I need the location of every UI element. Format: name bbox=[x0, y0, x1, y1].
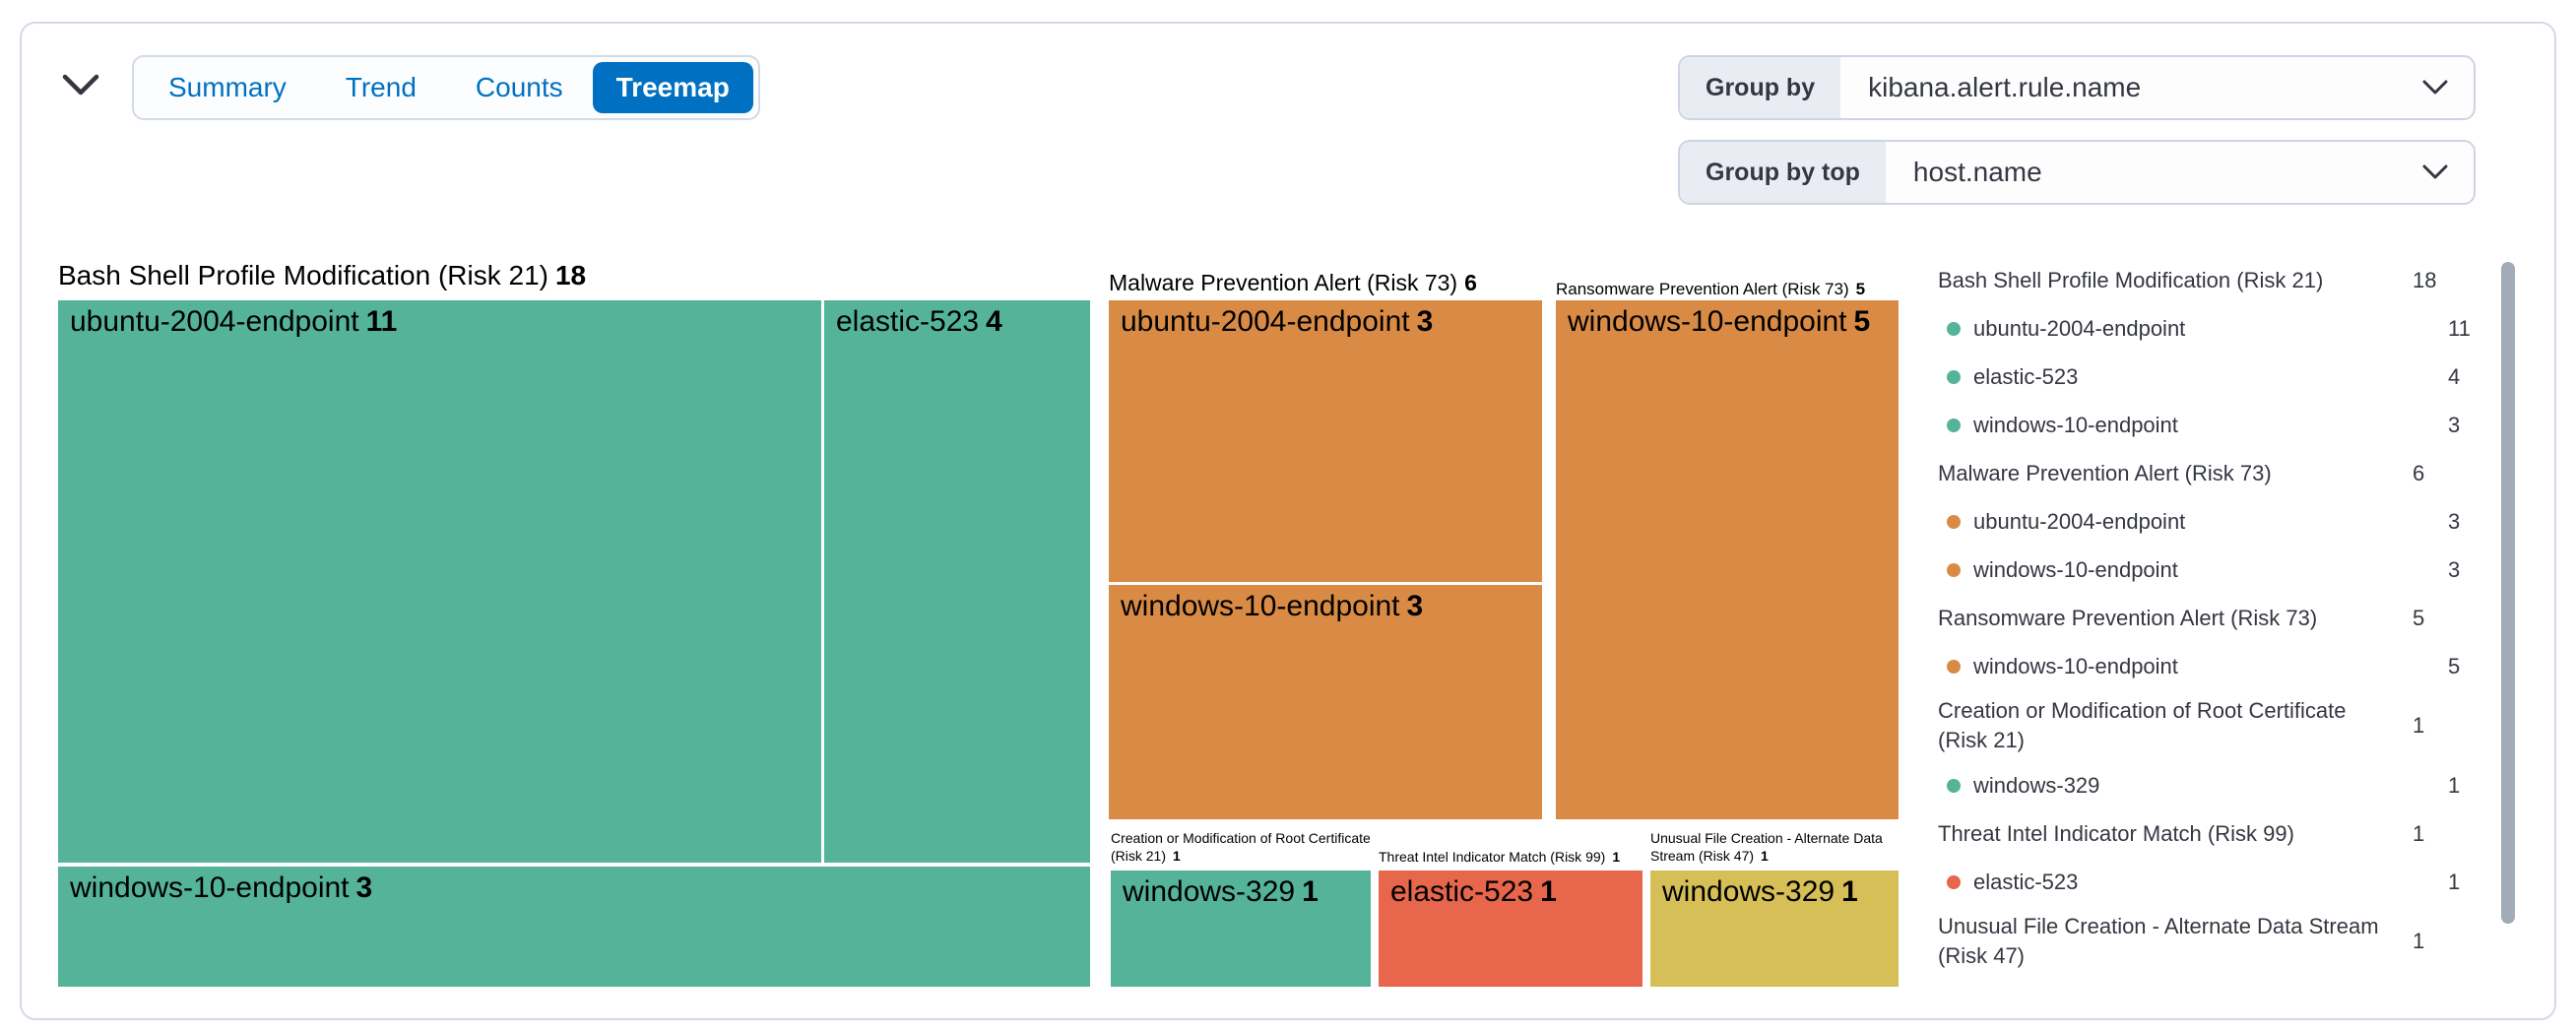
treemap-cell-bash-ubuntu-2004-endpoint[interactable]: ubuntu-2004-endpoint 11 bbox=[58, 300, 821, 863]
group-by-top-prepend-label: Group by top bbox=[1680, 142, 1886, 203]
legend-item-row: windows-10-endpoint 3 bbox=[1938, 546, 2476, 594]
legend-group-row: Malware Prevention Alert (Risk 73) 6 bbox=[1938, 460, 2425, 485]
treemap-group-header: Unusual File Creation - Alternate Data S… bbox=[1650, 830, 1883, 864]
legend-color-dot bbox=[1947, 369, 1961, 384]
treemap-group-header: Bash Shell Profile Modification (Risk 21… bbox=[58, 260, 587, 290]
treemap-cell-root-certificate-windows-329[interactable]: windows-329 1 bbox=[1111, 871, 1371, 987]
legend-group-row: Creation or Modification of Root Certifi… bbox=[1938, 698, 2425, 752]
treemap-cell-bash-elastic-523[interactable]: elastic-523 4 bbox=[824, 300, 1090, 863]
legend-group-row: Ransomware Prevention Alert (Risk 73) 5 bbox=[1938, 605, 2425, 630]
chevron-down-icon bbox=[2422, 142, 2474, 203]
tab-counts[interactable]: Counts bbox=[446, 62, 593, 113]
legend-color-dot bbox=[1947, 321, 1961, 336]
treemap-legend: Bash Shell Profile Modification (Risk 21… bbox=[1938, 256, 2476, 977]
legend-item-row: elastic-523 4 bbox=[1938, 353, 2476, 401]
legend-color-dot bbox=[1947, 659, 1961, 674]
treemap-group-header: Ransomware Prevention Alert (Risk 73) 5 bbox=[1556, 280, 1866, 298]
treemap-cell-threat-intel-elastic-523[interactable]: elastic-523 1 bbox=[1379, 871, 1642, 987]
treemap-cell-malware-ubuntu-2004-endpoint[interactable]: ubuntu-2004-endpoint 3 bbox=[1109, 300, 1542, 582]
treemap-group-header: Threat Intel Indicator Match (Risk 99) 1 bbox=[1379, 849, 1621, 865]
legend-item-row: windows-10-endpoint 3 bbox=[1938, 401, 2476, 449]
group-by-prepend-label: Group by bbox=[1680, 57, 1841, 118]
legend-item-row: elastic-523 1 bbox=[1938, 858, 2476, 906]
tab-treemap[interactable]: Treemap bbox=[592, 62, 753, 113]
group-by-top-selected-value: host.name bbox=[1912, 157, 2042, 187]
group-by-select[interactable]: Group by kibana.alert.rule.name bbox=[1678, 55, 2476, 120]
treemap-cell-bash-windows-10-endpoint[interactable]: windows-10-endpoint 3 bbox=[58, 867, 1090, 987]
alerts-visualization-panel: Summary Trend Counts Treemap Group by ki… bbox=[20, 22, 2556, 1020]
group-by-top-select[interactable]: Group by top host.name bbox=[1678, 140, 2476, 205]
treemap-cell-ransomware-windows-10-endpoint[interactable]: windows-10-endpoint 5 bbox=[1556, 300, 1899, 819]
legend-item-row: ubuntu-2004-endpoint 3 bbox=[1938, 497, 2476, 546]
collapse-panel-button[interactable] bbox=[57, 65, 104, 104]
legend-color-dot bbox=[1947, 874, 1961, 889]
legend-item-row: ubuntu-2004-endpoint 11 bbox=[1938, 304, 2476, 353]
legend-color-dot bbox=[1947, 778, 1961, 793]
tab-trend[interactable]: Trend bbox=[316, 62, 446, 113]
legend-color-dot bbox=[1947, 514, 1961, 529]
legend-color-dot bbox=[1947, 562, 1961, 577]
treemap-group-header: Creation or Modification of Root Certifi… bbox=[1111, 830, 1371, 864]
chart-view-tab-group: Summary Trend Counts Treemap bbox=[132, 55, 760, 120]
treemap-cell-malware-windows-10-endpoint[interactable]: windows-10-endpoint 3 bbox=[1109, 585, 1542, 819]
chevron-down-icon bbox=[2422, 57, 2474, 118]
treemap-cell-unusual-file-windows-329[interactable]: windows-329 1 bbox=[1650, 871, 1899, 987]
chevron-down-icon bbox=[62, 74, 99, 96]
legend-group-row: Threat Intel Indicator Match (Risk 99) 1 bbox=[1938, 820, 2425, 846]
legend-item-row: windows-10-endpoint 5 bbox=[1938, 642, 2476, 690]
legend-scrollbar-thumb[interactable] bbox=[2501, 262, 2515, 924]
group-by-selected-value: kibana.alert.rule.name bbox=[1868, 72, 2142, 102]
treemap-group-header: Malware Prevention Alert (Risk 73) 6 bbox=[1109, 270, 1477, 295]
legend-color-dot bbox=[1947, 418, 1961, 432]
legend-group-row: Unusual File Creation - Alternate Data S… bbox=[1938, 914, 2425, 968]
legend-item-row: windows-329 1 bbox=[1938, 761, 2476, 809]
tab-summary[interactable]: Summary bbox=[139, 62, 316, 113]
legend-group-row: Bash Shell Profile Modification (Risk 21… bbox=[1938, 267, 2437, 292]
